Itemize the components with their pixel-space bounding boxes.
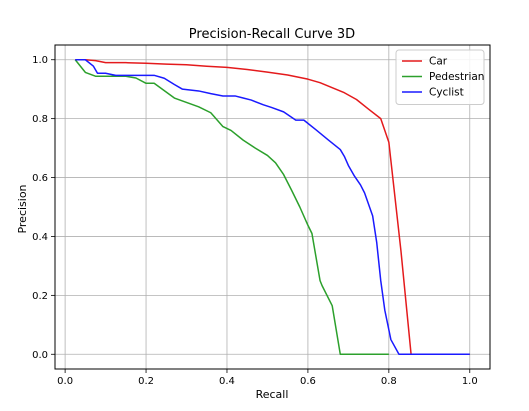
plot-frame — [54, 44, 491, 370]
x-axis-label: Recall — [256, 388, 289, 401]
series-line-car — [75, 58, 470, 356]
series-line-cyclist — [75, 58, 470, 356]
legend-label: Car — [429, 56, 448, 68]
chart-title: Precision-Recall Curve 3D — [189, 27, 355, 42]
ticks: 0.0 0.2 0.4 0.6 0.8 1.0 0.0 0.2 0.4 0.6 0.8 1.0 — [32, 55, 478, 387]
x-tick-label: 0.6 — [300, 376, 316, 387]
y-tick-label: 1.0 — [32, 55, 48, 66]
y-tick-label: 0.2 — [32, 291, 48, 302]
x-tick-label: 0.0 — [57, 376, 73, 387]
series-line-pedestrian — [74, 59, 389, 356]
y-axis-label: Precision — [16, 184, 29, 233]
y-tick-label: 0.6 — [32, 173, 48, 184]
y-tick-label: 0.4 — [32, 232, 48, 243]
series-lines — [74, 58, 470, 356]
x-tick-label: 0.4 — [219, 376, 235, 387]
x-tick-label: 0.8 — [381, 376, 397, 387]
x-tick-label: 1.0 — [462, 376, 478, 387]
grid — [55, 45, 490, 369]
legend-label: Cyclist — [429, 87, 464, 99]
y-tick-label: 0.0 — [32, 350, 48, 361]
legend: Car Pedestrian Cyclist — [395, 49, 485, 105]
legend-label: Pedestrian — [429, 71, 484, 83]
legend-box — [395, 49, 485, 105]
x-tick-label: 0.2 — [138, 376, 154, 387]
y-tick-label: 0.8 — [32, 114, 48, 125]
